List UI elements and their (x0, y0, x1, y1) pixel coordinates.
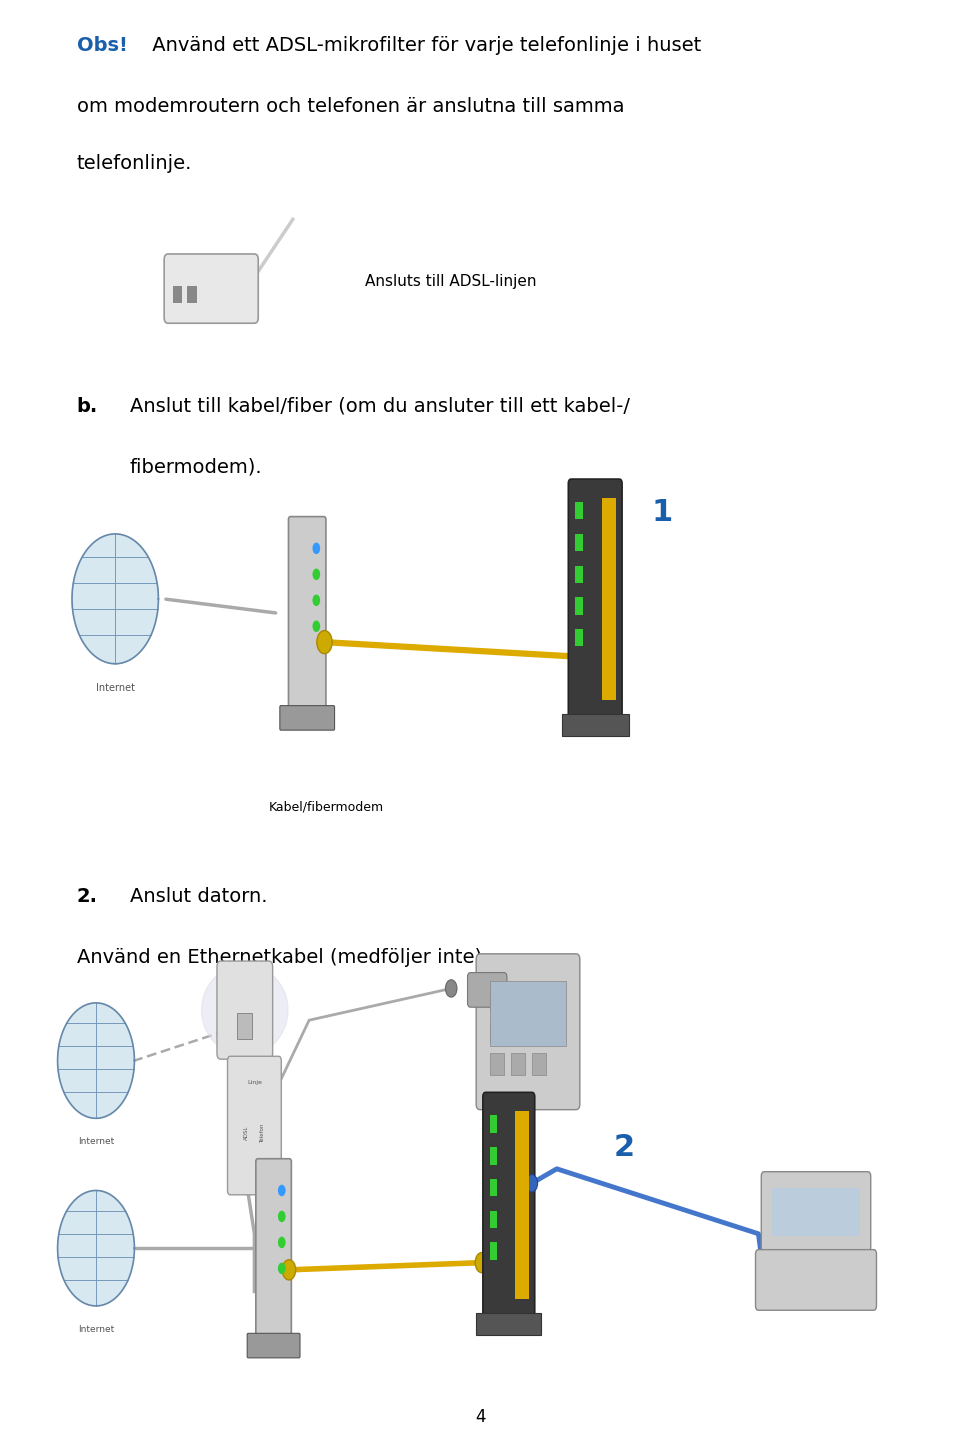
Bar (490, 1179, 497, 1196)
Text: Linje: Linje (247, 1079, 262, 1085)
Text: 4: 4 (475, 1408, 485, 1426)
Bar (772, 1188, 860, 1235)
FancyBboxPatch shape (288, 517, 326, 710)
Bar (476, 1313, 541, 1335)
FancyBboxPatch shape (483, 1092, 535, 1317)
Circle shape (568, 645, 584, 668)
Circle shape (313, 543, 320, 554)
Circle shape (313, 569, 320, 580)
Bar (490, 1147, 497, 1165)
Bar (532, 1053, 546, 1075)
Circle shape (317, 631, 332, 654)
Bar (575, 597, 583, 615)
Bar (532, 1022, 546, 1043)
Text: Använd ett ADSL-mikrofilter för varje telefonlinje i huset: Använd ett ADSL-mikrofilter för varje te… (146, 36, 701, 55)
Bar (562, 714, 629, 736)
FancyBboxPatch shape (280, 706, 334, 730)
FancyBboxPatch shape (247, 1333, 300, 1358)
Bar (187, 286, 197, 303)
Bar (575, 534, 583, 551)
Polygon shape (72, 534, 158, 664)
Bar (490, 1211, 497, 1228)
Text: Anslut till kabel/fiber (om du ansluter till ett kabel-/: Anslut till kabel/fiber (om du ansluter … (130, 397, 630, 416)
Circle shape (313, 595, 320, 606)
Bar (490, 990, 504, 1012)
Text: Ansluts till ADSL-linjen: Ansluts till ADSL-linjen (365, 274, 537, 289)
Bar (515, 1111, 529, 1299)
Text: Använd en Ethernetkabel (medföljer inte).: Använd en Ethernetkabel (medföljer inte)… (77, 948, 489, 967)
Bar (575, 629, 583, 646)
Bar (511, 1022, 525, 1043)
Polygon shape (58, 1190, 134, 1306)
Text: ADSL: ADSL (244, 1126, 250, 1140)
Text: Internet: Internet (96, 683, 134, 693)
Circle shape (445, 980, 457, 997)
Bar (602, 498, 616, 700)
Circle shape (278, 1263, 286, 1274)
Bar (532, 990, 546, 1012)
Circle shape (282, 1260, 296, 1280)
FancyBboxPatch shape (217, 961, 273, 1059)
Polygon shape (202, 965, 288, 1055)
Bar (511, 1053, 525, 1075)
Bar (237, 1013, 252, 1039)
Bar (575, 502, 583, 519)
Circle shape (278, 1237, 286, 1248)
Circle shape (278, 1185, 286, 1196)
Text: telefonlinje.: telefonlinje. (77, 154, 192, 173)
Text: fibermodem).: fibermodem). (130, 457, 262, 476)
FancyBboxPatch shape (476, 954, 580, 1110)
Bar (490, 1115, 497, 1133)
Text: Kabel/fibermodem: Kabel/fibermodem (269, 801, 384, 814)
Text: Obs!: Obs! (77, 36, 128, 55)
Bar (490, 1053, 504, 1075)
Circle shape (526, 1175, 538, 1192)
Circle shape (475, 1253, 489, 1273)
Polygon shape (58, 1003, 134, 1118)
Text: Internet: Internet (78, 1137, 114, 1146)
Bar (173, 286, 182, 303)
Circle shape (278, 1211, 286, 1222)
Circle shape (757, 1261, 769, 1278)
Text: Anslut datorn.: Anslut datorn. (130, 887, 267, 906)
Text: 2.: 2. (77, 887, 98, 906)
Bar (490, 1022, 504, 1043)
Text: b.: b. (77, 397, 98, 416)
Bar (575, 566, 583, 583)
FancyBboxPatch shape (255, 1159, 292, 1338)
Bar (490, 1242, 497, 1260)
FancyBboxPatch shape (568, 479, 622, 719)
Text: 2: 2 (613, 1133, 635, 1162)
FancyBboxPatch shape (164, 254, 258, 323)
Text: Internet: Internet (78, 1325, 114, 1333)
FancyBboxPatch shape (228, 1056, 281, 1195)
FancyBboxPatch shape (761, 1172, 871, 1251)
Text: 1: 1 (652, 498, 673, 527)
Text: Telefon: Telefon (259, 1123, 265, 1143)
Bar (511, 990, 525, 1012)
FancyBboxPatch shape (468, 973, 507, 1007)
Bar (490, 981, 566, 1046)
FancyBboxPatch shape (756, 1250, 876, 1310)
Text: om modemroutern och telefonen är anslutna till samma: om modemroutern och telefonen är anslutn… (77, 97, 624, 115)
Circle shape (313, 620, 320, 632)
